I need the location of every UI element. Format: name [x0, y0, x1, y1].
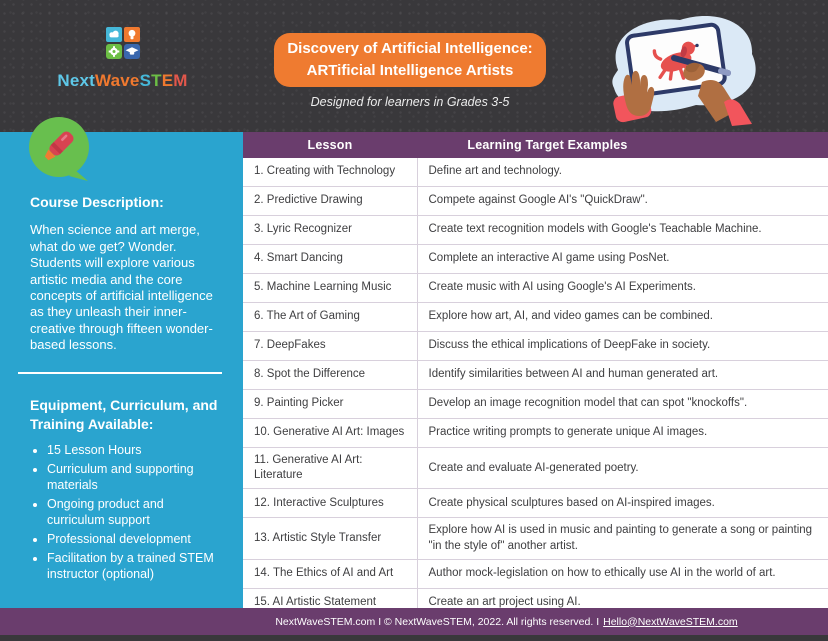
lesson-table-body: 1. Creating with Technology Define art an…	[243, 158, 828, 618]
left-hand	[613, 70, 655, 123]
gear-icon	[108, 46, 119, 57]
table-row: 11. Generative AI Art: Literature Create …	[243, 447, 828, 490]
sidebar-divider	[18, 372, 222, 375]
lesson-cell: 10. Generative AI Art: Images	[243, 418, 418, 448]
table-row: 12. Interactive Sculptures Create physica…	[243, 488, 828, 519]
crayon-bubble-icon	[29, 117, 89, 181]
grade-subtitle: Designed for learners in Grades 3-5	[310, 94, 510, 109]
lesson-cell: 1. Creating with Technology	[243, 158, 418, 187]
logo-letter: Wave	[95, 71, 140, 90]
equipment-item: Curriculum and supporting materials	[47, 462, 221, 494]
learning-target-cell: Practice writing prompts to generate uni…	[417, 418, 828, 448]
lesson-cell: 6. The Art of Gaming	[243, 302, 418, 332]
learning-target-cell: Create physical sculptures based on AI-i…	[417, 488, 828, 519]
lesson-table: Lesson Learning Target Examples 1. Creat…	[243, 132, 828, 618]
logo-letter: T	[151, 71, 162, 90]
lightbulb-icon	[128, 29, 135, 40]
equipment-item: Ongoing product and curriculum support	[47, 497, 221, 529]
crayon-icon	[44, 131, 74, 161]
learning-target-cell: Develop an image recognition model that …	[417, 389, 828, 419]
learning-target-cell: Discuss the ethical implications of Deep…	[417, 331, 828, 361]
learning-target-cell: Explore how AI is used in music and pain…	[417, 517, 828, 560]
nextwavestem-logo: NextWaveSTEM	[40, 26, 205, 91]
footer-email-link[interactable]: Hello@NextWaveSTEM.com	[603, 615, 738, 628]
equipment-item: Professional development	[47, 532, 221, 548]
column-header-lesson: Lesson	[243, 132, 417, 158]
table-row: 7. DeepFakes Discuss the ethical implicat…	[243, 331, 828, 361]
logo-letter: S	[139, 71, 152, 90]
table-row: 4. Smart Dancing Complete an interactive …	[243, 244, 828, 274]
lesson-cell: 2. Predictive Drawing	[243, 186, 418, 216]
equipment-item: 15 Lesson Hours	[47, 443, 221, 459]
table-row: 3. Lyric Recognizer Create text recogniti…	[243, 215, 828, 245]
lesson-cell: 11. Generative AI Art: Literature	[243, 447, 418, 490]
sidebar: Course Description: When science and art…	[0, 117, 243, 608]
lesson-cell: 7. DeepFakes	[243, 331, 418, 361]
lesson-cell: 8. Spot the Difference	[243, 360, 418, 390]
lesson-table-area: Lesson Learning Target Examples 1. Creat…	[243, 132, 828, 618]
table-row: 8. Spot the Difference Identify similarit…	[243, 360, 828, 390]
course-title: Discovery of Artificial Intelligence: AR…	[274, 33, 546, 87]
tablet-drawing-illustration	[612, 15, 756, 126]
learning-target-cell: Explore how art, AI, and video games can…	[417, 302, 828, 332]
learning-target-cell: Create music with AI using Google's AI E…	[417, 273, 828, 303]
lesson-cell: 12. Interactive Sculptures	[243, 488, 418, 519]
learning-target-cell: Author mock-legislation on how to ethica…	[417, 559, 828, 589]
title-block: Discovery of Artificial Intelligence: AR…	[252, 33, 568, 109]
cloud-icon	[108, 30, 119, 38]
footer-text: NextWaveSTEM.com I © NextWaveSTEM, 2022.…	[275, 615, 600, 628]
bottom-chalk-strip	[0, 635, 828, 641]
column-header-target: Learning Target Examples	[417, 132, 828, 158]
table-row: 5. Machine Learning Music Create music wi…	[243, 273, 828, 303]
lesson-cell: 13. Artistic Style Transfer	[243, 517, 418, 560]
lesson-cell: 4. Smart Dancing	[243, 244, 418, 274]
title-line-1: Discovery of Artificial Intelligence:	[287, 40, 533, 57]
table-row: 9. Painting Picker Develop an image recog…	[243, 389, 828, 419]
lesson-cell: 14. The Ethics of AI and Art	[243, 559, 418, 589]
learning-target-cell: Create and evaluate AI-generated poetry.	[417, 447, 828, 490]
table-row: 13. Artistic Style Transfer Explore how A…	[243, 517, 828, 560]
table-row: 6. The Art of Gaming Explore how art, AI,…	[243, 302, 828, 332]
equipment-heading: Equipment, Curriculum, and Training Avai…	[30, 397, 218, 432]
header-banner: NextWaveSTEM Discovery of Artificial Int…	[0, 0, 828, 132]
logo-wordmark: NextWaveSTEM	[40, 71, 205, 91]
table-row: 14. The Ethics of AI and Art Author mock-…	[243, 559, 828, 589]
title-line-2: ARTificial Intelligence Artists	[306, 61, 514, 79]
course-description-text: When science and art merge, what do we g…	[30, 222, 213, 353]
table-row: 10. Generative AI Art: Images Practice wr…	[243, 418, 828, 448]
lesson-cell: 3. Lyric Recognizer	[243, 215, 418, 245]
table-row: 1. Creating with Technology Define art an…	[243, 158, 828, 187]
learning-target-cell: Define art and technology.	[417, 158, 828, 187]
equipment-list: 15 Lesson Hours Curriculum and supporting…	[30, 443, 221, 582]
right-hand-stylus	[671, 55, 752, 126]
logo-letter: E	[161, 71, 174, 90]
dog-drawing	[652, 41, 699, 81]
graduation-cap-icon	[125, 47, 138, 55]
logo-letter: M	[173, 71, 188, 90]
learning-target-cell: Complete an interactive AI game using Po…	[417, 244, 828, 274]
equipment-item: Facilitation by a trained STEM instructo…	[47, 551, 221, 583]
table-row: 2. Predictive Drawing Compete against Goo…	[243, 186, 828, 216]
learning-target-cell: Create text recognition models with Goog…	[417, 215, 828, 245]
learning-target-cell: Compete against Google AI's "QuickDraw".	[417, 186, 828, 216]
logo-shield-icon	[105, 27, 140, 59]
lesson-cell: 5. Machine Learning Music	[243, 273, 418, 303]
lesson-cell: 9. Painting Picker	[243, 389, 418, 419]
course-description-heading: Course Description:	[30, 194, 164, 210]
logo-letter: Next	[57, 71, 95, 90]
learning-target-cell: Identify similarities between AI and hum…	[417, 360, 828, 390]
footer-bar: NextWaveSTEM.com I © NextWaveSTEM, 2022.…	[0, 608, 828, 635]
